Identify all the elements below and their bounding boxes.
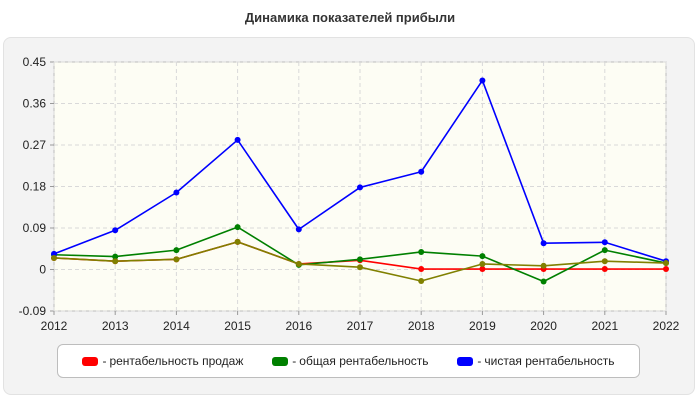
net-profitability-point <box>295 226 302 233</box>
net-profitability-point <box>540 240 547 247</box>
y-tick-label: 0.45 <box>23 55 47 69</box>
y-tick-label: 0.36 <box>23 97 47 111</box>
total-profitability-point <box>173 247 180 254</box>
chart-title: Динамика показателей прибыли <box>244 10 456 25</box>
total-profitability-point <box>601 247 608 254</box>
x-tick-label: 2017 <box>347 319 374 333</box>
net-profitability-point <box>173 189 180 196</box>
overlap-point <box>540 262 547 269</box>
x-tick-label: 2016 <box>285 319 312 333</box>
legend-swatch-blue <box>457 356 474 366</box>
sales-profitability-point <box>479 266 486 273</box>
legend-swatch-red <box>82 356 99 366</box>
total-profitability-point <box>112 253 119 260</box>
overlap-point <box>295 260 302 267</box>
y-tick-label: -0.09 <box>19 304 47 318</box>
net-profitability-point <box>357 184 363 191</box>
total-profitability-point <box>234 224 241 231</box>
sales-profitability-point <box>663 266 669 273</box>
x-tick-label: 2019 <box>469 319 496 333</box>
overlap-point <box>234 238 241 245</box>
overlap-point <box>479 260 486 267</box>
overlap-point <box>357 264 363 271</box>
grid-lines <box>50 61 667 315</box>
overlap-point <box>418 278 425 285</box>
overlap-point <box>51 254 57 261</box>
legend-dash: - <box>292 354 297 368</box>
x-tick-label: 2012 <box>41 319 68 333</box>
overlap-point <box>173 256 180 263</box>
y-tick-label: 0.18 <box>23 180 47 194</box>
total-profitability-point <box>479 253 486 260</box>
legend-dash: - <box>477 354 482 368</box>
y-tick-label: 0.27 <box>23 138 47 152</box>
total-profitability-point <box>357 256 363 263</box>
sales-profitability-point <box>601 266 608 273</box>
x-tick-label: 2021 <box>591 319 618 333</box>
overlap-point <box>112 258 119 265</box>
net-profitability-point <box>601 239 608 246</box>
overlap-point <box>601 258 608 265</box>
x-tick-label: 2018 <box>408 319 435 333</box>
y-tick-label: 0 <box>39 263 46 277</box>
x-tick-label: 2020 <box>530 319 557 333</box>
legend-item-total-profitability: - общая рентабельность <box>272 354 429 368</box>
x-tick-label: 2015 <box>224 319 251 333</box>
legend-swatch-green <box>272 356 289 366</box>
sales-profitability-point <box>418 266 425 273</box>
legend-item-net-profitability: - чистая рентабельность <box>457 354 615 368</box>
legend-label: чистая рентабельность <box>484 354 615 368</box>
x-tick-label: 2014 <box>163 319 190 333</box>
legend-label: рентабельность продаж <box>109 354 244 368</box>
series-lines <box>51 77 669 285</box>
net-profitability-point <box>112 227 119 234</box>
net-profitability-point <box>51 250 57 257</box>
total-profitability-point <box>418 248 425 255</box>
x-tick-label: 2013 <box>102 319 129 333</box>
legend-item-sales-profitability: - рентабельность продаж <box>82 354 243 368</box>
legend: - рентабельность продаж - общая рентабел… <box>57 344 640 378</box>
total-profitability-point <box>540 278 547 285</box>
overlap-point <box>663 260 669 267</box>
net-profitability-point <box>479 77 486 84</box>
y-tick-label: 0.09 <box>23 221 47 235</box>
net-profitability-point <box>418 168 425 175</box>
legend-label: общая рентабельность <box>299 354 429 368</box>
legend-dash: - <box>102 354 107 368</box>
net-profitability-point <box>234 136 241 143</box>
x-tick-label: 2022 <box>653 319 680 333</box>
